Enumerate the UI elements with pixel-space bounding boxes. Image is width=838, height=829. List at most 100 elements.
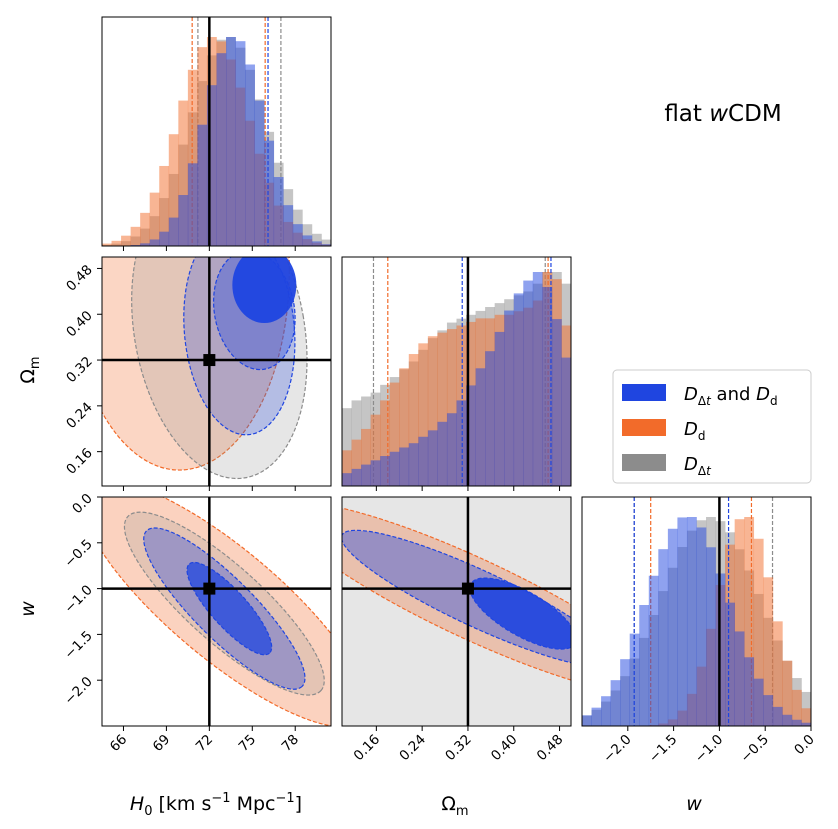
hist-bar: [264, 140, 275, 246]
y-tick-label: 0.48: [63, 262, 96, 295]
hist-bar: [801, 708, 811, 726]
hist-bar: [168, 134, 179, 246]
hist-bar: [380, 456, 391, 486]
y-tick-label: −1.0: [61, 582, 95, 616]
hist-bar: [418, 343, 429, 486]
panel-Om-Om: [341, 256, 572, 491]
hist-bar: [226, 37, 236, 246]
hist-bar: [245, 64, 255, 246]
truth-marker: [203, 354, 216, 367]
hist-bar: [370, 460, 381, 486]
hist-bar: [677, 517, 688, 726]
hist-bar: [485, 351, 495, 486]
hist-bar: [725, 602, 735, 726]
panel-content: [102, 17, 331, 246]
hist-bar: [437, 332, 448, 486]
hist-bar: [427, 430, 438, 486]
hist-bar: [399, 447, 410, 486]
hist-bar: [591, 707, 602, 726]
hist-bar: [235, 41, 246, 246]
truth-marker: [461, 582, 474, 595]
hist-bar: [782, 660, 793, 726]
hist-bar: [504, 310, 515, 486]
hist-bar: [342, 408, 352, 486]
hist-bar: [254, 100, 265, 246]
hist-bar: [763, 577, 774, 726]
title-w: w: [709, 101, 728, 127]
y-tick-label: −2.0: [61, 674, 95, 708]
hist-bar: [206, 85, 217, 246]
hist-bar: [686, 517, 697, 726]
panel-w-Om: 0.16 0.24 0.32 0.40 0.48: [341, 496, 572, 765]
hist-bar: [168, 217, 179, 246]
legend-item-both: DΔt and Dd: [622, 384, 778, 408]
x-tick-label: 78: [279, 732, 302, 755]
hist-bar: [302, 235, 313, 246]
hist-bar: [446, 329, 457, 486]
x-axis-label-om: Ωm: [441, 793, 468, 819]
x-axis-label-w: w: [686, 793, 702, 815]
legend-swatch-dd: [622, 419, 666, 436]
hist-bar: [466, 385, 476, 486]
x-tick-label: 0.32: [442, 732, 475, 765]
hist-bar: [130, 244, 141, 246]
panel-frame: [101, 496, 332, 727]
hist-bar: [744, 657, 755, 726]
legend-label-dd: Dd: [684, 419, 706, 443]
hist-bar: [178, 100, 189, 246]
y-tick-label: 0.32: [63, 354, 96, 387]
hist-bar: [782, 714, 793, 726]
hist-bar: [763, 695, 774, 726]
hist-bar: [140, 243, 151, 246]
hist-bar: [380, 400, 391, 486]
panel-content: [342, 257, 571, 486]
hist-bar: [561, 357, 571, 486]
figure-title: flat wCDM: [664, 101, 781, 127]
contour-ddt-95: [131, 257, 308, 480]
hist-bar: [801, 722, 811, 726]
hist-bar: [620, 659, 631, 726]
hist-bar: [744, 517, 755, 726]
hist-bar: [551, 319, 562, 486]
panel-Om-H0: 0.16 0.24 0.32 0.40 0.48: [63, 256, 332, 491]
hist-bar: [149, 192, 160, 246]
x-tick-label: 0.16: [351, 732, 384, 765]
x-tick-label: 0.0: [791, 732, 818, 759]
legend-item-ddt: DΔt: [622, 454, 712, 478]
hist-bar: [791, 689, 802, 726]
x-tick-label: 0.24: [396, 732, 429, 765]
panel-content: [582, 497, 811, 726]
hist-bar: [667, 528, 678, 726]
x-tick-label: −2.0: [600, 732, 634, 766]
hist-bar: [734, 631, 745, 726]
hist-bar: [140, 212, 151, 246]
hist-bar: [216, 53, 227, 246]
panel-content: [102, 257, 331, 486]
hist-bar: [532, 272, 543, 486]
hist-bar: [178, 195, 189, 246]
y-tick-label: 0.24: [63, 399, 96, 432]
hist-bar: [399, 368, 410, 486]
hist-bar: [351, 468, 362, 486]
panel-frame: [341, 496, 572, 727]
panel-frame: [581, 496, 812, 727]
x-tick-label: 0.48: [534, 732, 567, 765]
hist-bar: [446, 413, 457, 486]
legend: DΔt and Dd Dd DΔt: [612, 369, 812, 484]
y-axis-label-om: Ωm: [17, 356, 43, 383]
hist-bar: [408, 354, 419, 486]
contour-both-core: [232, 257, 297, 324]
hist-bar: [292, 224, 303, 246]
hist-bar: [159, 165, 170, 246]
x-axis-label-h0: H0 [km s−1 Mpc−1]: [130, 791, 302, 819]
hist-bar: [475, 368, 486, 486]
hist-bar: [408, 443, 419, 486]
hist-bar: [187, 69, 198, 246]
legend-swatch-ddt: [622, 454, 666, 471]
panel-w-H0: 66 69 72 75 78 −2.0 −1.5 −1.0 −0.5 0.0: [61, 491, 332, 755]
hist-bar: [772, 706, 783, 726]
hist-bar: [639, 605, 650, 726]
x-tick-label: 69: [150, 732, 173, 755]
hist-bar: [494, 331, 505, 486]
y-tick-label: 0.0: [69, 491, 96, 518]
